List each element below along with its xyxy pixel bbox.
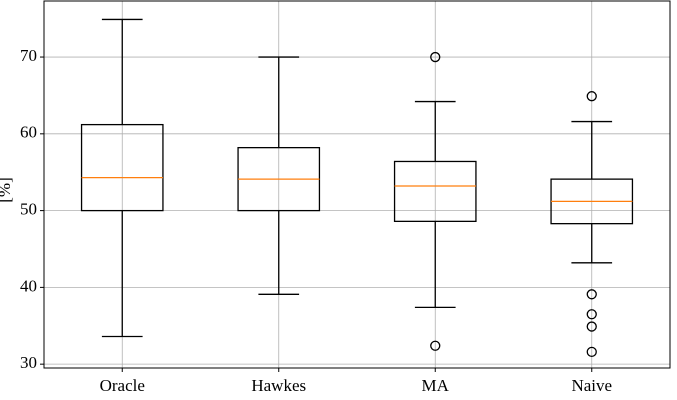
flier (586, 309, 597, 320)
box (80, 123, 164, 212)
flier (586, 91, 597, 102)
plot-frame (43, 0, 671, 369)
x-tick-label: MA (422, 376, 450, 395)
y-tick-label: 60 (20, 123, 37, 142)
y-tick-label: 30 (20, 353, 37, 372)
flier (430, 340, 441, 351)
x-tick-label: Oracle (100, 376, 145, 395)
y-tick-label: 40 (20, 276, 37, 295)
x-tick-label: Naive (571, 376, 612, 395)
flier (586, 321, 597, 332)
y-tick-label: 70 (20, 46, 37, 65)
flier (586, 346, 597, 358)
box (393, 160, 477, 223)
flier (430, 51, 441, 63)
x-tick-label: Hawkes (251, 376, 306, 395)
y-axis-label: [%] (0, 177, 14, 202)
flier (586, 289, 597, 300)
y-tick-label: 50 (20, 200, 37, 219)
